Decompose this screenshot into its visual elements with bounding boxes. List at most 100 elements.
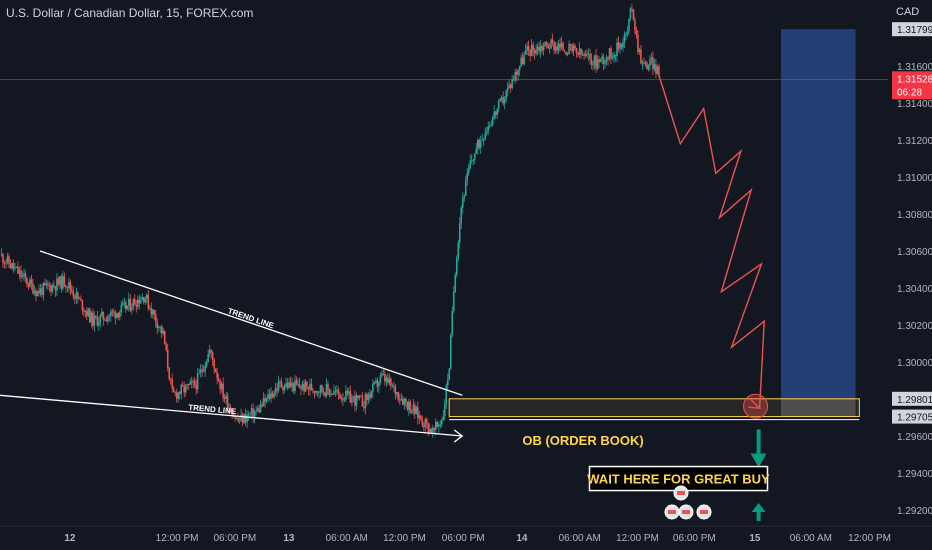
- candle-body: [614, 54, 617, 57]
- candle-body: [270, 392, 272, 399]
- candle-body: [339, 393, 341, 399]
- candle-body: [111, 311, 114, 313]
- candle-body: [440, 420, 443, 425]
- candle-body: [446, 379, 449, 386]
- candle-body: [601, 56, 603, 59]
- candle-body: [279, 381, 281, 382]
- candle-body: [503, 98, 506, 104]
- candle-body: [148, 307, 151, 309]
- projection-arrowhead: [748, 398, 762, 410]
- candle-body: [430, 428, 433, 434]
- time-tick-label: 12:00 PM: [156, 533, 199, 544]
- candle-body: [277, 381, 280, 391]
- candle-body: [595, 55, 597, 69]
- candle-body: [497, 100, 500, 109]
- candle-body: [616, 42, 618, 57]
- candle-body: [417, 407, 419, 419]
- candle-body: [318, 392, 320, 394]
- candle-body: [39, 288, 42, 294]
- candle-body: [604, 61, 606, 64]
- candle-body: [613, 54, 615, 59]
- candle-body: [313, 390, 316, 393]
- candle-body: [256, 408, 259, 412]
- price-tick-label: 1.29600: [897, 432, 932, 443]
- candle-body: [423, 425, 425, 427]
- candle-body: [372, 383, 374, 392]
- candle-body: [86, 311, 88, 317]
- candle-body: [399, 399, 401, 401]
- candle-body: [252, 408, 254, 419]
- candle-body: [491, 117, 494, 125]
- candle-body: [177, 392, 180, 399]
- candle-body: [196, 373, 199, 390]
- candle-body: [457, 242, 460, 258]
- candle-body: [199, 369, 202, 373]
- candle-body: [306, 381, 308, 387]
- candle-body: [369, 394, 371, 398]
- candle-body: [509, 84, 512, 88]
- candle-body: [51, 285, 54, 292]
- candle-body: [431, 427, 434, 434]
- candle-body: [211, 352, 214, 361]
- candle-body: [387, 377, 389, 383]
- candle-body: [139, 300, 142, 304]
- candle-body: [602, 56, 605, 64]
- candle-body: [14, 267, 16, 269]
- candle-body: [237, 417, 239, 421]
- candle-body: [151, 309, 154, 315]
- candle-body: [154, 314, 157, 322]
- candle-body: [68, 282, 70, 289]
- trend-line: [0, 394, 463, 437]
- candle-body: [502, 97, 504, 104]
- candle-body: [527, 46, 530, 51]
- candle-body: [628, 18, 630, 32]
- candle-body: [59, 276, 61, 285]
- time-tick-label: 06:00 AM: [326, 533, 368, 544]
- candle-body: [508, 84, 510, 89]
- candle-body: [268, 394, 271, 399]
- candle-body: [656, 66, 659, 74]
- time-tick-label: 06:00 PM: [213, 533, 256, 544]
- candle-body: [241, 414, 244, 423]
- candle-body: [222, 383, 224, 398]
- candle-body: [234, 416, 236, 419]
- candle-body: [411, 411, 413, 413]
- candle-body: [153, 309, 156, 315]
- candle-body: [116, 313, 118, 319]
- candle-body: [133, 299, 136, 306]
- candle-body: [390, 378, 392, 386]
- candle-body: [409, 401, 412, 413]
- candle-body: [267, 394, 269, 398]
- price-tick-label: 1.30000: [897, 358, 932, 369]
- candle-body: [223, 397, 226, 399]
- candle-body: [464, 180, 467, 196]
- candle-body: [53, 285, 55, 287]
- candle-body: [499, 98, 501, 101]
- candle-body: [90, 312, 93, 323]
- candle-body: [599, 58, 602, 63]
- candle-body: [174, 392, 177, 393]
- candle-body: [388, 378, 391, 383]
- candle-body: [273, 393, 275, 398]
- currency-label: CAD: [896, 6, 920, 18]
- candle-body: [421, 419, 424, 426]
- candle-body: [288, 382, 290, 388]
- candle-body: [476, 139, 479, 149]
- candle-body: [530, 44, 533, 56]
- candle-body: [517, 70, 519, 75]
- candle-body: [333, 391, 335, 395]
- candle-body: [445, 385, 448, 405]
- candle-body: [652, 57, 654, 70]
- trend-line-arrowhead: [453, 429, 464, 443]
- candle-body: [312, 390, 314, 392]
- candle-body: [44, 282, 46, 286]
- candle-body: [246, 415, 248, 423]
- candle-body: [77, 292, 79, 299]
- marked-price-tag: [892, 391, 932, 406]
- candle-body: [490, 124, 492, 126]
- candle-body: [27, 284, 30, 287]
- candle-body: [538, 46, 540, 52]
- candle-body: [484, 133, 487, 140]
- candle-body: [2, 254, 4, 263]
